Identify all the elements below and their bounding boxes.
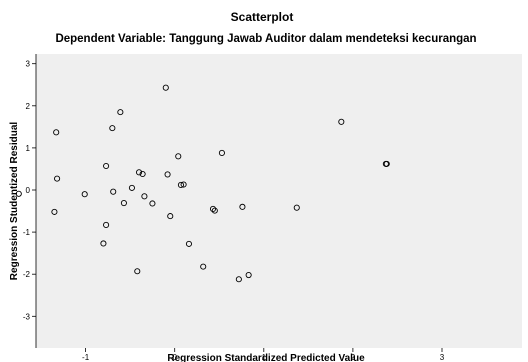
y-axis-label: Regression Studentized Residual — [9, 122, 20, 281]
data-point — [81, 191, 88, 198]
data-point — [211, 207, 218, 214]
y-tick-label: -2 — [23, 270, 31, 279]
x-tick-label: 3 — [440, 353, 445, 362]
data-point — [338, 118, 345, 125]
data-point — [167, 213, 174, 220]
y-tick-label: -3 — [23, 312, 31, 321]
plot-area — [36, 54, 522, 348]
x-tick-label: -1 — [82, 353, 90, 362]
y-tick-label: 2 — [26, 102, 31, 111]
x-tick-label: 1 — [262, 353, 267, 362]
x-tick-label: 2 — [351, 353, 356, 362]
data-point — [53, 129, 60, 136]
data-point — [136, 169, 143, 176]
x-tick-label: 0 — [172, 353, 177, 362]
data-point — [54, 175, 61, 182]
data-point — [128, 184, 135, 191]
data-point — [185, 240, 193, 247]
data-point — [180, 181, 187, 188]
y-tick-label: 3 — [26, 60, 31, 69]
chart-title: Scatterplot — [231, 10, 294, 24]
data-point — [51, 208, 58, 215]
data-point — [239, 203, 246, 210]
data-point — [120, 200, 127, 207]
x-axis-ticks: -2 -1 0 1 2 3 — [0, 348, 445, 362]
y-axis-ticks: -3 -2 -1 0 1 2 3 — [23, 60, 36, 321]
data-point — [245, 271, 252, 279]
y-tick-label: 1 — [26, 144, 31, 153]
data-point — [235, 276, 242, 283]
data-point — [100, 240, 107, 247]
data-point — [110, 188, 117, 195]
data-point — [162, 84, 169, 91]
data-point — [293, 204, 300, 211]
data-point — [164, 171, 171, 178]
y-tick-label: -1 — [23, 228, 31, 237]
data-point — [175, 153, 182, 160]
data-point — [109, 125, 116, 132]
data-point — [383, 160, 390, 167]
data-point — [15, 190, 22, 197]
data-point — [209, 205, 217, 212]
data-point — [218, 149, 225, 157]
data-point — [149, 200, 156, 207]
chart-subtitle: Dependent Variable: Tanggung Jawab Audit… — [55, 33, 476, 45]
y-tick-label: 0 — [26, 186, 31, 195]
x-axis-label: Regression Standardized Predicted Value — [167, 353, 365, 362]
data-point — [139, 170, 146, 178]
data-point — [141, 193, 148, 200]
data-points — [15, 84, 390, 283]
data-point — [177, 181, 184, 188]
data-point — [103, 162, 110, 170]
data-point — [200, 263, 207, 270]
data-point — [117, 109, 124, 116]
data-point — [103, 221, 110, 228]
x-tick-label: -2 — [0, 353, 1, 362]
data-point — [134, 268, 141, 275]
